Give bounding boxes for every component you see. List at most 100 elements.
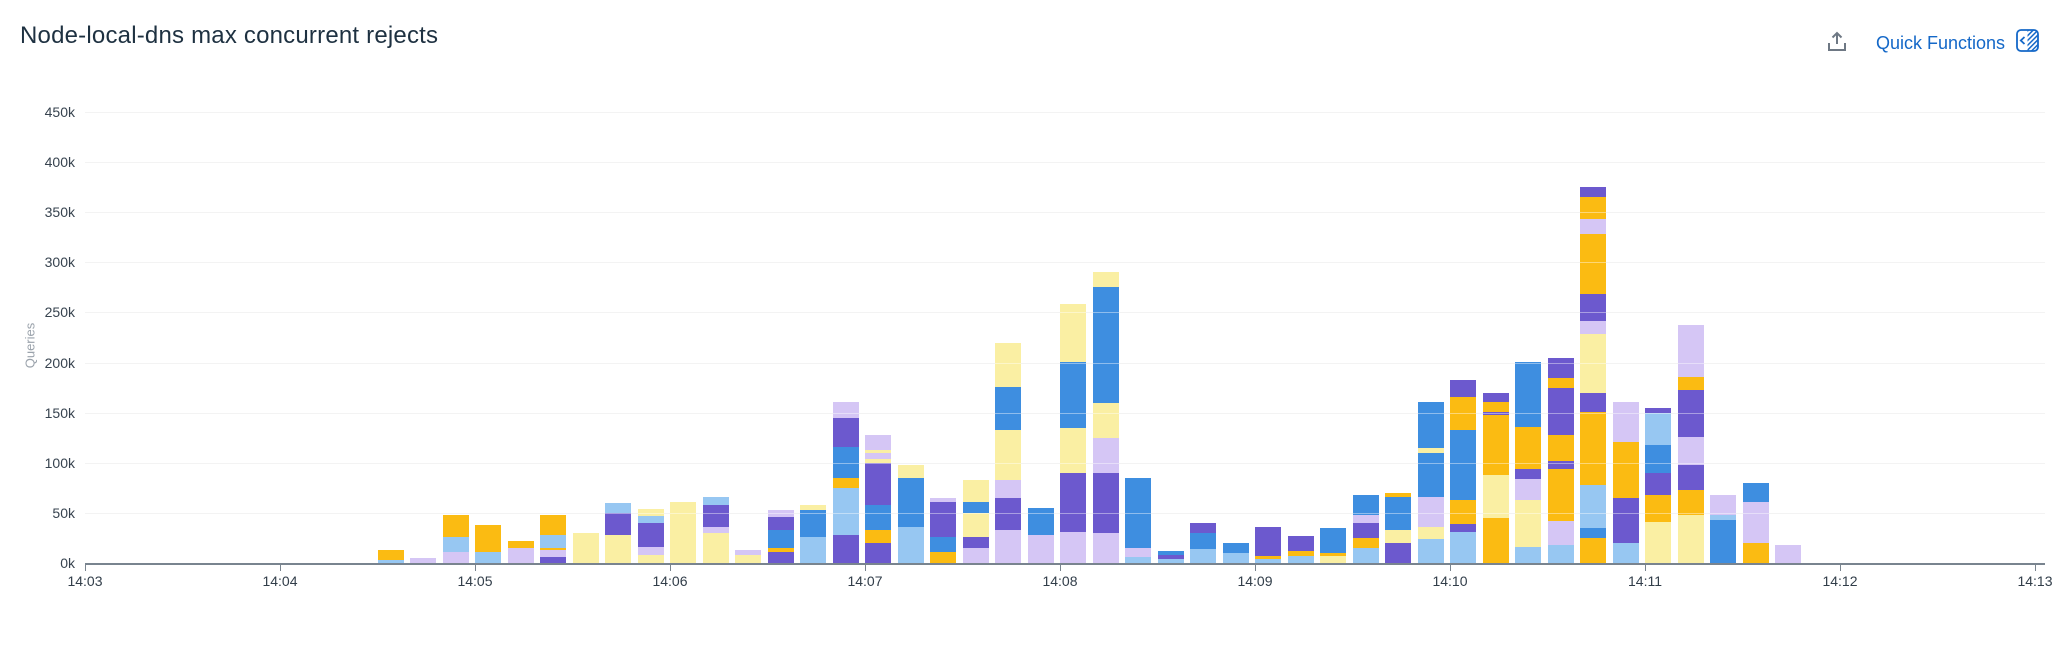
stacked-bar[interactable] bbox=[930, 497, 956, 563]
x-axis-tick-label: 14:09 bbox=[1237, 573, 1273, 589]
bar-segment bbox=[1677, 436, 1704, 465]
stacked-bar[interactable] bbox=[442, 514, 469, 563]
stacked-bar[interactable] bbox=[475, 524, 501, 563]
bar-segment bbox=[1547, 460, 1574, 469]
bar-segment bbox=[1580, 321, 1606, 335]
bar-segment bbox=[637, 515, 664, 523]
quick-functions-label: Quick Functions bbox=[1875, 32, 2005, 53]
stacked-bar[interactable] bbox=[1125, 477, 1151, 563]
stacked-bar[interactable] bbox=[1255, 526, 1281, 563]
panel-collapse-icon[interactable] bbox=[2015, 28, 2040, 58]
bar-segment bbox=[995, 386, 1021, 430]
x-axis-tick-label: 14:06 bbox=[652, 573, 688, 589]
bar-segment bbox=[1287, 555, 1314, 563]
bar-segment bbox=[1060, 427, 1086, 473]
stacked-bar[interactable] bbox=[767, 509, 794, 563]
stacked-bar[interactable] bbox=[1320, 527, 1346, 563]
bar-segment bbox=[1645, 407, 1671, 413]
bar-segment bbox=[1515, 426, 1541, 469]
stacked-bar[interactable] bbox=[507, 541, 534, 563]
bar-segment bbox=[767, 529, 794, 548]
y-axis-tick-label: 200k bbox=[44, 354, 75, 371]
bar-segment bbox=[1677, 514, 1704, 563]
stacked-bar[interactable] bbox=[962, 479, 989, 563]
stacked-bar[interactable] bbox=[572, 532, 599, 563]
x-axis-tick bbox=[1060, 565, 1061, 571]
stacked-bar[interactable] bbox=[1742, 482, 1769, 563]
bar-segment bbox=[1027, 534, 1054, 564]
bar-segment bbox=[865, 462, 891, 505]
bar-segment bbox=[1580, 411, 1606, 485]
bar-segment bbox=[1677, 324, 1704, 377]
stacked-bar[interactable] bbox=[670, 501, 696, 563]
bar-segment bbox=[930, 551, 956, 563]
stacked-bar[interactable] bbox=[1645, 407, 1671, 564]
stacked-bar[interactable] bbox=[1157, 551, 1184, 563]
stacked-bar[interactable] bbox=[1027, 507, 1054, 564]
bar-segment bbox=[962, 512, 989, 537]
stacked-bar[interactable] bbox=[1775, 545, 1801, 563]
stacked-bar[interactable] bbox=[1515, 361, 1541, 563]
stacked-bar[interactable] bbox=[410, 558, 436, 563]
x-axis-tick-label: 14:08 bbox=[1042, 573, 1078, 589]
stacked-bar[interactable] bbox=[865, 434, 891, 563]
stacked-bar[interactable] bbox=[1222, 543, 1249, 563]
bar-segment bbox=[1060, 472, 1086, 532]
stacked-bar[interactable] bbox=[1482, 392, 1509, 563]
stacked-bar[interactable] bbox=[1352, 494, 1379, 563]
bar-segment bbox=[1515, 361, 1541, 427]
stacked-bar[interactable] bbox=[1450, 379, 1476, 563]
stacked-bar[interactable] bbox=[1060, 304, 1086, 563]
stacked-bar[interactable] bbox=[1385, 492, 1411, 563]
header-controls: Quick Functions bbox=[1824, 28, 2040, 58]
stacked-bar[interactable] bbox=[1287, 535, 1314, 563]
stacked-bar[interactable] bbox=[637, 508, 664, 563]
bar-segment bbox=[865, 504, 891, 530]
bar-segment bbox=[637, 522, 664, 547]
bar-segment bbox=[1352, 494, 1379, 515]
bar-segment bbox=[1255, 558, 1281, 563]
stacked-bar[interactable] bbox=[702, 496, 729, 564]
bar-segment bbox=[832, 534, 859, 563]
stacked-bar[interactable] bbox=[377, 550, 404, 563]
stacked-bar[interactable] bbox=[995, 342, 1021, 564]
bar-segment bbox=[1190, 522, 1216, 533]
stacked-bar[interactable] bbox=[897, 464, 924, 563]
stacked-bar[interactable] bbox=[1092, 272, 1119, 564]
stacked-bar[interactable] bbox=[605, 502, 631, 564]
bar-segment bbox=[377, 550, 404, 560]
bar-segment bbox=[865, 452, 891, 459]
bar-segment bbox=[1320, 527, 1346, 553]
x-axis-tick-label: 14:13 bbox=[2017, 573, 2053, 589]
x-axis-tick bbox=[865, 565, 866, 571]
stacked-bar[interactable] bbox=[1190, 522, 1216, 563]
stacked-bar[interactable] bbox=[1710, 494, 1736, 563]
stacked-bar[interactable] bbox=[1417, 401, 1444, 563]
y-axis-tick-label: 300k bbox=[44, 254, 75, 271]
x-axis-tick bbox=[1840, 565, 1841, 571]
stacked-bar[interactable] bbox=[1547, 357, 1574, 564]
bar-segment bbox=[442, 536, 469, 552]
export-button[interactable] bbox=[1824, 30, 1850, 56]
bar-segment bbox=[1710, 519, 1736, 563]
bar-segment bbox=[1092, 287, 1119, 403]
stacked-bar[interactable] bbox=[1677, 324, 1704, 564]
bar-segment bbox=[1092, 272, 1119, 288]
bar-segment bbox=[1222, 543, 1249, 553]
bar-segment bbox=[1352, 537, 1379, 548]
bar-segment bbox=[897, 526, 924, 563]
stacked-bar[interactable] bbox=[800, 504, 826, 564]
x-axis-tick bbox=[475, 565, 476, 571]
quick-functions-button[interactable]: Quick Functions bbox=[1876, 28, 2040, 58]
bar-segment bbox=[897, 464, 924, 478]
y-axis-tick-label: 50k bbox=[52, 504, 75, 521]
stacked-bar[interactable] bbox=[1612, 401, 1639, 563]
bar-segment bbox=[865, 529, 891, 543]
bar-segment bbox=[1320, 552, 1346, 556]
stacked-bar[interactable] bbox=[1580, 187, 1606, 564]
stacked-bar[interactable] bbox=[540, 514, 566, 563]
x-axis-tick-label: 14:03 bbox=[67, 573, 103, 589]
stacked-bar[interactable] bbox=[832, 401, 859, 563]
stacked-bar[interactable] bbox=[735, 550, 761, 563]
bar-segment bbox=[1417, 496, 1444, 527]
